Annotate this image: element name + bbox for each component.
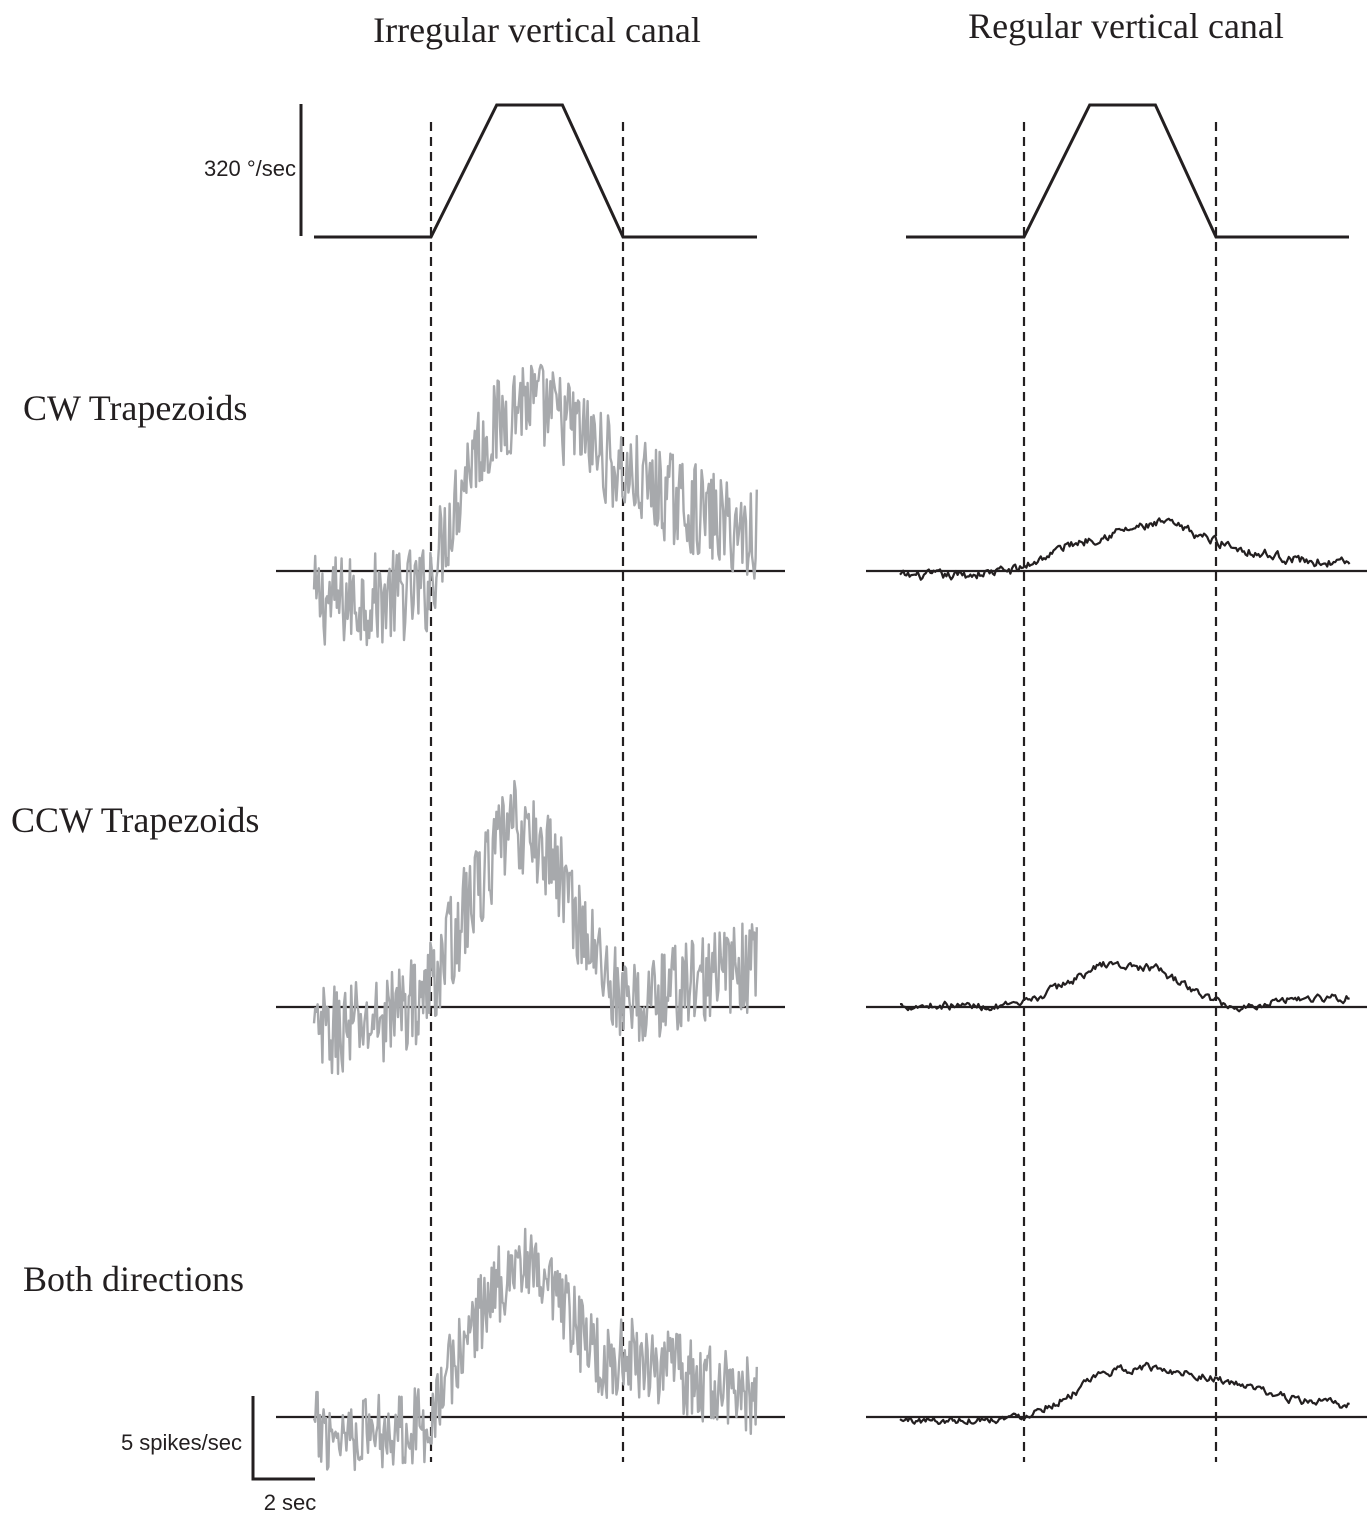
response-trace-regular-row1 — [899, 517, 1351, 581]
stimulus-trapezoid-regular — [906, 103, 1349, 239]
velocity-scale-label: 320 °/sec — [204, 156, 296, 181]
time-scale-label: 2 sec — [264, 1490, 317, 1514]
rate-time-scale-bar — [251, 1396, 315, 1481]
row-label-cw: CW Trapezoids — [23, 388, 247, 428]
column-title-irregular: Irregular vertical canal — [373, 10, 701, 50]
response-trace-irregular-row3 — [312, 1227, 758, 1472]
response-trace-regular-row3 — [899, 1361, 1350, 1426]
response-trace-irregular-row2 — [312, 779, 758, 1076]
column-title-regular: Regular vertical canal — [968, 6, 1284, 46]
row-label-ccw: CCW Trapezoids — [11, 800, 259, 840]
stimulus-trapezoid-irregular — [314, 103, 757, 239]
rate-scale-label: 5 spikes/sec — [121, 1430, 242, 1455]
row-label-both: Both directions — [23, 1259, 244, 1299]
response-trace-regular-row2 — [899, 960, 1350, 1013]
response-trace-irregular-row1 — [312, 363, 758, 647]
